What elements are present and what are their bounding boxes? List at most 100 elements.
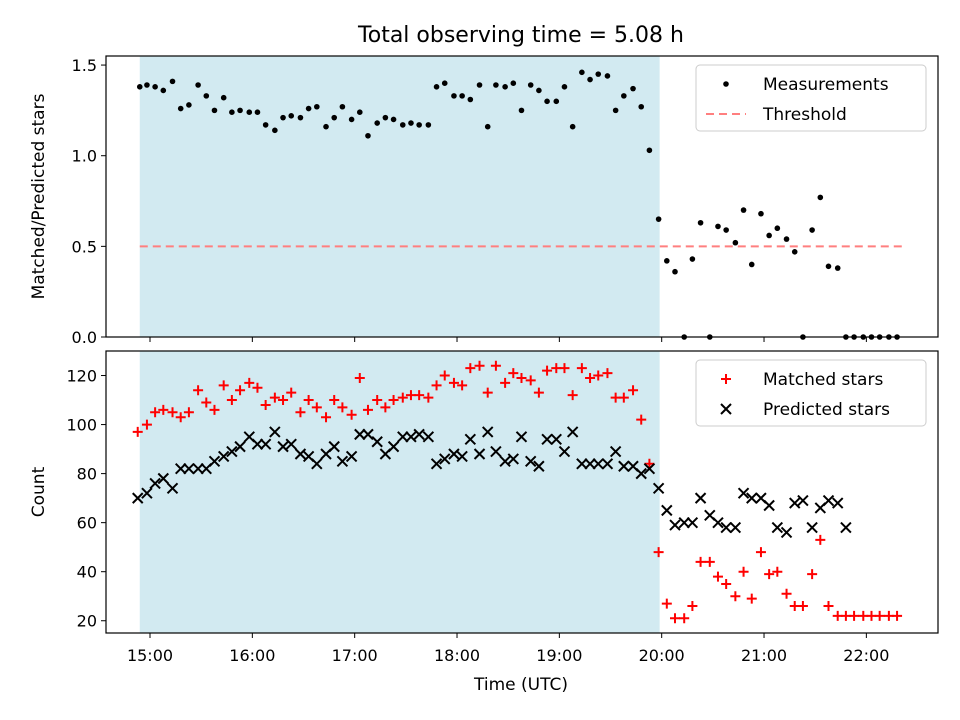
measurement-point — [561, 84, 568, 90]
bottom-axes-frame — [105, 350, 939, 634]
matched-star-point — [500, 377, 511, 388]
predicted-star-point — [269, 426, 281, 438]
matched-star-point — [704, 556, 715, 567]
y-tick-label: 80 — [77, 465, 97, 484]
matched-star-point — [303, 395, 314, 406]
predicted-star-point — [345, 450, 358, 463]
measurement-point — [783, 236, 790, 242]
matched-star-point — [465, 363, 476, 374]
x-tick-label: 15:00 — [127, 646, 173, 665]
measurement-point — [195, 82, 201, 88]
measurement-point — [791, 248, 798, 255]
predicted-star-point — [499, 455, 511, 468]
measurement-point — [211, 107, 218, 114]
predicted-star-point — [192, 462, 204, 475]
matched-star-point — [669, 613, 680, 624]
predicted-star-point — [515, 431, 528, 443]
measurement-point — [476, 82, 483, 88]
matched-star-point — [559, 363, 570, 374]
measurement-point — [186, 102, 192, 108]
predicted-star-point — [490, 445, 502, 458]
predicted-star-point — [362, 428, 374, 441]
predicted-star-point — [174, 462, 187, 475]
predicted-star-point — [566, 426, 579, 438]
matched-star-point — [602, 368, 613, 379]
predicted-star-point — [729, 521, 742, 534]
measurement-point — [579, 69, 585, 76]
matched-star-point — [346, 409, 357, 420]
predicted-star-point — [635, 467, 647, 480]
measurement-point — [630, 85, 636, 92]
bottom-axis-ticks: 20 40 60 80 100 120 15:00 16:00 17:00 18:00 19:00 2… — [66, 367, 889, 665]
predicted-star-point — [746, 492, 758, 504]
matched-star-point — [260, 399, 271, 410]
matched-star-point — [141, 419, 152, 430]
predicted-star-point — [652, 482, 665, 495]
measurement-point — [348, 116, 355, 123]
matched-star-point — [380, 402, 391, 413]
matched-star-point — [167, 407, 178, 418]
measurement-point — [569, 123, 576, 130]
measurement-point — [272, 127, 278, 134]
y-tick-label: 100 — [66, 416, 97, 435]
predicted-star-point — [712, 516, 724, 529]
predicted-star-point — [643, 462, 656, 475]
legend-label: Predicted stars — [763, 400, 890, 420]
matched-star-point — [618, 392, 629, 403]
predicted-star-point — [397, 431, 409, 443]
measurement-point — [544, 98, 550, 105]
measurement-point — [748, 261, 755, 268]
measurement-point — [425, 122, 432, 128]
observing-window-shade — [139, 351, 660, 633]
matched-star-point — [807, 569, 818, 580]
measurement-point — [689, 256, 696, 262]
matched-star-point — [764, 569, 775, 580]
measurement-point — [169, 78, 176, 85]
x-tick-label: 16:00 — [229, 646, 275, 665]
matched-star-point — [525, 375, 536, 386]
predicted-star-point — [507, 453, 520, 465]
matched-star-point — [567, 390, 578, 401]
predicted-star-point — [141, 487, 153, 499]
predicted-star-point — [840, 521, 852, 534]
predicted-star-point — [166, 482, 179, 495]
matched-star-point — [311, 402, 322, 413]
matched-star-point — [132, 426, 143, 437]
matched-star-point — [721, 578, 732, 589]
matched-star-point — [388, 395, 399, 406]
predicted-star-point — [482, 426, 494, 438]
measurement-point — [433, 84, 440, 90]
matched-star-point — [516, 372, 527, 383]
measurement-point — [323, 123, 329, 130]
predicted-star-point — [413, 428, 425, 441]
measurement-point — [758, 210, 764, 217]
predicted-star-point — [558, 445, 571, 458]
x-tick-label: 22:00 — [843, 646, 889, 665]
matched-star-point — [593, 370, 604, 381]
matched-star-point — [628, 385, 639, 396]
measurement-point — [536, 87, 542, 94]
measurement-point — [382, 114, 389, 121]
matched-star-point — [209, 404, 220, 415]
predicted-star-point — [832, 497, 844, 509]
matched-star-point — [278, 395, 289, 406]
predicted-star-point — [285, 438, 297, 450]
predicted-star-point — [678, 516, 690, 529]
predicted-star-point — [464, 433, 477, 445]
matched-star-point — [797, 601, 808, 612]
measurement-point — [587, 76, 593, 83]
matched-star-point — [362, 404, 373, 415]
predicted-star-point — [780, 526, 793, 539]
matched-star-point — [244, 377, 255, 388]
predicted-star-point — [669, 519, 681, 531]
predicted-star-point — [328, 440, 340, 453]
predicted-star-point — [797, 494, 809, 507]
legend-marker — [723, 81, 729, 87]
measurement-point — [740, 207, 747, 213]
matched-star-point — [644, 458, 655, 469]
predicted-star-point — [720, 521, 732, 534]
predicted-star-point — [771, 521, 784, 534]
measurement-point — [254, 109, 261, 115]
measurement-point — [451, 93, 457, 99]
y-tick-label: 60 — [77, 514, 97, 533]
